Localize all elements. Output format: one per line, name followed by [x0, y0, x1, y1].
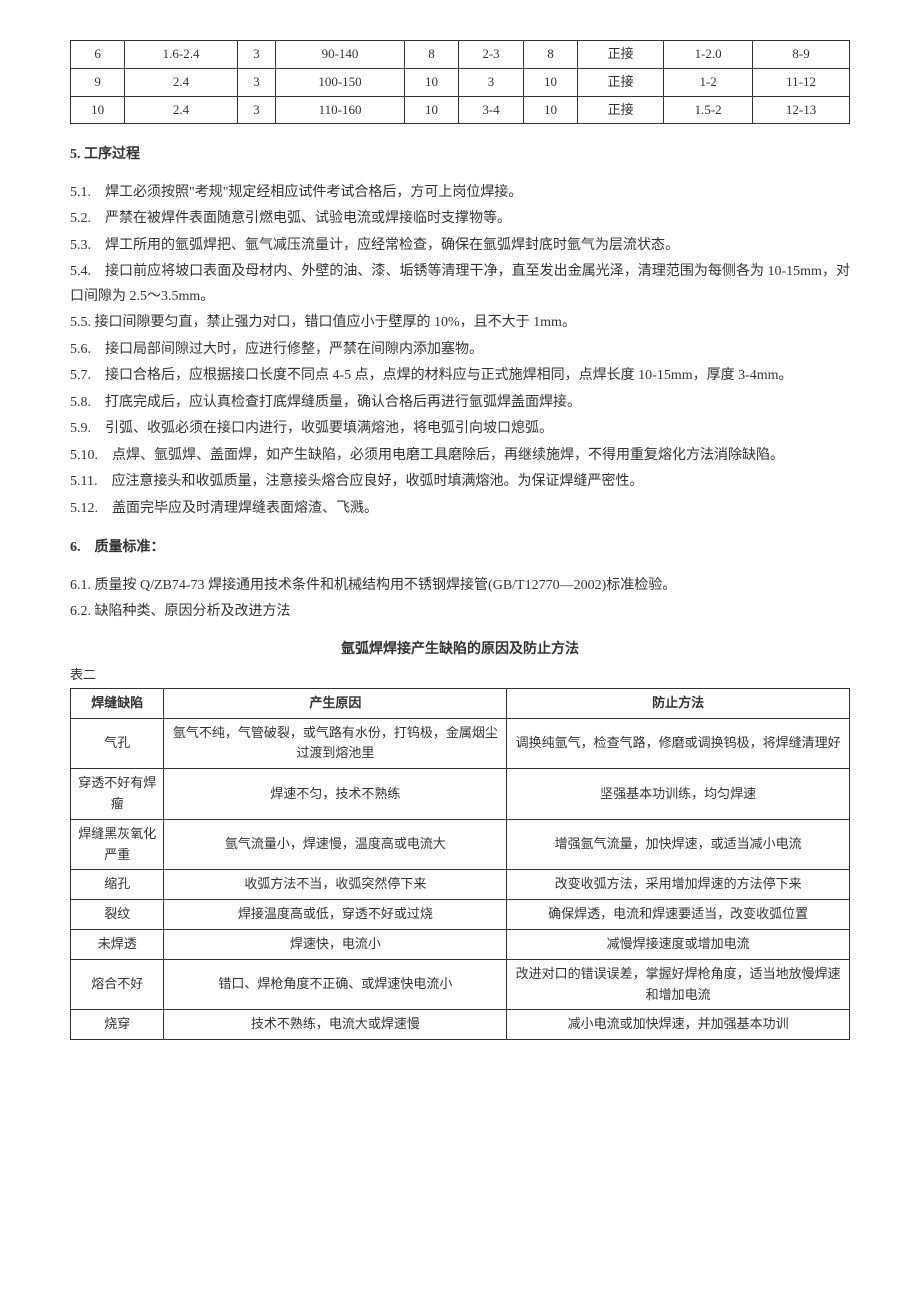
table-cell: 10: [71, 96, 125, 124]
section5-item: 5.12. 盖面完毕应及时清理焊缝表面熔渣、飞溅。: [70, 497, 850, 522]
table-cell: 1.5-2: [664, 96, 753, 124]
table-cell: 改变收弧方法，采用增加焊速的方法停下来: [507, 870, 850, 900]
section6-item: 6.2. 缺陷种类、原因分析及改进方法: [70, 600, 850, 625]
table-cell: 确保焊透，电流和焊速要适当，改变收弧位置: [507, 900, 850, 930]
table-cell: 12-13: [753, 96, 850, 124]
table-cell: 3: [237, 41, 275, 69]
section5-item: 5.6. 接口局部间隙过大时，应进行修整，严禁在间隙内添加塞物。: [70, 338, 850, 363]
table-cell: 烧穿: [71, 1010, 164, 1040]
table-cell: 增强氩气流量，加快焊速，或适当减小电流: [507, 819, 850, 870]
table-cell: 3: [459, 68, 524, 96]
table2-header-prevent: 防止方法: [507, 688, 850, 718]
table-cell: 10: [404, 96, 458, 124]
table-cell: 氩气不纯，气管破裂，或气路有水份，打钨极，金属烟尘过渡到熔池里: [164, 718, 507, 769]
table-cell: 改进对口的错误误差，掌握好焊枪角度，适当地放慢焊速和增加电流: [507, 959, 850, 1010]
table-cell: 10: [404, 68, 458, 96]
table-cell: 缩孔: [71, 870, 164, 900]
table2-header-cause: 产生原因: [164, 688, 507, 718]
table-row: 焊缝黑灰氧化严重氩气流量小，焊速慢，温度高或电流大增强氩气流量，加快焊速，或适当…: [71, 819, 850, 870]
table-row: 缩孔收弧方法不当，收弧突然停下来改变收弧方法，采用增加焊速的方法停下来: [71, 870, 850, 900]
table-cell: 收弧方法不当，收弧突然停下来: [164, 870, 507, 900]
table-cell: 坚强基本功训练，均匀焊速: [507, 769, 850, 820]
table-cell: 正接: [578, 96, 664, 124]
section5-item: 5.4. 接口前应将坡口表面及母材内、外壁的油、漆、垢锈等清理干净，直至发出金属…: [70, 260, 850, 309]
table-cell: 氩气流量小，焊速慢，温度高或电流大: [164, 819, 507, 870]
section5-item: 5.2. 严禁在被焊件表面随意引燃电弧、试验电流或焊接临时支撑物等。: [70, 207, 850, 232]
section5-item: 5.7. 接口合格后，应根据接口长度不同点 4-5 点，点焊的材料应与正式施焊相…: [70, 364, 850, 389]
table2-title: 氩弧焊焊接产生缺陷的原因及防止方法: [70, 639, 850, 661]
section6-title: 6. 质量标准：: [70, 537, 850, 559]
table-cell: 6: [71, 41, 125, 69]
table-cell: 正接: [578, 41, 664, 69]
table-cell: 技术不熟练，电流大或焊速慢: [164, 1010, 507, 1040]
section5-title: 5. 工序过程: [70, 144, 850, 166]
table-cell: 气孔: [71, 718, 164, 769]
defect-table: 焊缝缺陷 产生原因 防止方法 气孔氩气不纯，气管破裂，或气路有水份，打钨极，金属…: [70, 688, 850, 1040]
table-cell: 1-2: [664, 68, 753, 96]
table-cell: 110-160: [276, 96, 405, 124]
table-row: 102.43110-160103-410正接1.5-212-13: [71, 96, 850, 124]
table-cell: 焊接温度高或低，穿透不好或过烧: [164, 900, 507, 930]
parameter-table: 61.6-2.4390-14082-38正接1-2.08-992.43100-1…: [70, 40, 850, 124]
table-row: 裂纹焊接温度高或低，穿透不好或过烧确保焊透，电流和焊速要适当，改变收弧位置: [71, 900, 850, 930]
table-cell: 焊速不匀，技术不熟练: [164, 769, 507, 820]
table-cell: 穿透不好有焊瘤: [71, 769, 164, 820]
table-cell: 焊速快，电流小: [164, 930, 507, 960]
table2-header-defect: 焊缝缺陷: [71, 688, 164, 718]
table-cell: 90-140: [276, 41, 405, 69]
table-cell: 1-2.0: [664, 41, 753, 69]
table-cell: 10: [523, 96, 577, 124]
table-cell: 2.4: [125, 96, 238, 124]
section5-item: 5.3. 焊工所用的氩弧焊把、氩气减压流量计，应经常检查，确保在氩弧焊封底时氩气…: [70, 234, 850, 259]
table-cell: 2-3: [459, 41, 524, 69]
table-row: 穿透不好有焊瘤焊速不匀，技术不熟练坚强基本功训练，均匀焊速: [71, 769, 850, 820]
section5-item: 5.1. 焊工必须按照"考规"规定经相应试件考试合格后，方可上岗位焊接。: [70, 181, 850, 206]
table-cell: 未焊透: [71, 930, 164, 960]
table-cell: 8: [523, 41, 577, 69]
section6-item: 6.1. 质量按 Q/ZB74-73 焊接通用技术条件和机械结构用不锈钢焊接管(…: [70, 574, 850, 599]
table-row: 61.6-2.4390-14082-38正接1-2.08-9: [71, 41, 850, 69]
section5-item: 5.10. 点焊、氩弧焊、盖面焊，如产生缺陷，必须用电磨工具磨除后，再继续施焊，…: [70, 444, 850, 469]
table-cell: 错口、焊枪角度不正确、或焊速快电流小: [164, 959, 507, 1010]
table-cell: 11-12: [753, 68, 850, 96]
table-cell: 正接: [578, 68, 664, 96]
table2-label: 表二: [70, 665, 850, 686]
table-cell: 3-4: [459, 96, 524, 124]
table-row: 未焊透焊速快，电流小减慢焊接速度或增加电流: [71, 930, 850, 960]
section5-item: 5.9. 引弧、收弧必须在接口内进行，收弧要填满熔池，将电弧引向坡口熄弧。: [70, 417, 850, 442]
table-cell: 焊缝黑灰氧化严重: [71, 819, 164, 870]
section5-item: 5.11. 应注意接头和收弧质量，注意接头熔合应良好，收弧时填满熔池。为保证焊缝…: [70, 470, 850, 495]
table-cell: 调换纯氩气，检查气路，修磨或调换钨极，将焊缝清理好: [507, 718, 850, 769]
table-cell: 熔合不好: [71, 959, 164, 1010]
table-cell: 1.6-2.4: [125, 41, 238, 69]
section5-item: 5.5. 接口间隙要匀直，禁止强力对口，错口值应小于壁厚的 10%，且不大于 1…: [70, 311, 850, 336]
table-cell: 减小电流或加快焊速，并加强基本功训: [507, 1010, 850, 1040]
table-cell: 3: [237, 96, 275, 124]
table-cell: 3: [237, 68, 275, 96]
table-cell: 8: [404, 41, 458, 69]
table-row: 92.43100-15010310正接1-211-12: [71, 68, 850, 96]
table-cell: 8-9: [753, 41, 850, 69]
section5-item: 5.8. 打底完成后，应认真检查打底焊缝质量，确认合格后再进行氩弧焊盖面焊接。: [70, 391, 850, 416]
table-row: 气孔氩气不纯，气管破裂，或气路有水份，打钨极，金属烟尘过渡到熔池里调换纯氩气，检…: [71, 718, 850, 769]
table-cell: 9: [71, 68, 125, 96]
table-row: 熔合不好错口、焊枪角度不正确、或焊速快电流小改进对口的错误误差，掌握好焊枪角度，…: [71, 959, 850, 1010]
table-cell: 10: [523, 68, 577, 96]
table-row: 烧穿技术不熟练，电流大或焊速慢减小电流或加快焊速，并加强基本功训: [71, 1010, 850, 1040]
table-cell: 减慢焊接速度或增加电流: [507, 930, 850, 960]
table-cell: 裂纹: [71, 900, 164, 930]
table-cell: 100-150: [276, 68, 405, 96]
table-cell: 2.4: [125, 68, 238, 96]
